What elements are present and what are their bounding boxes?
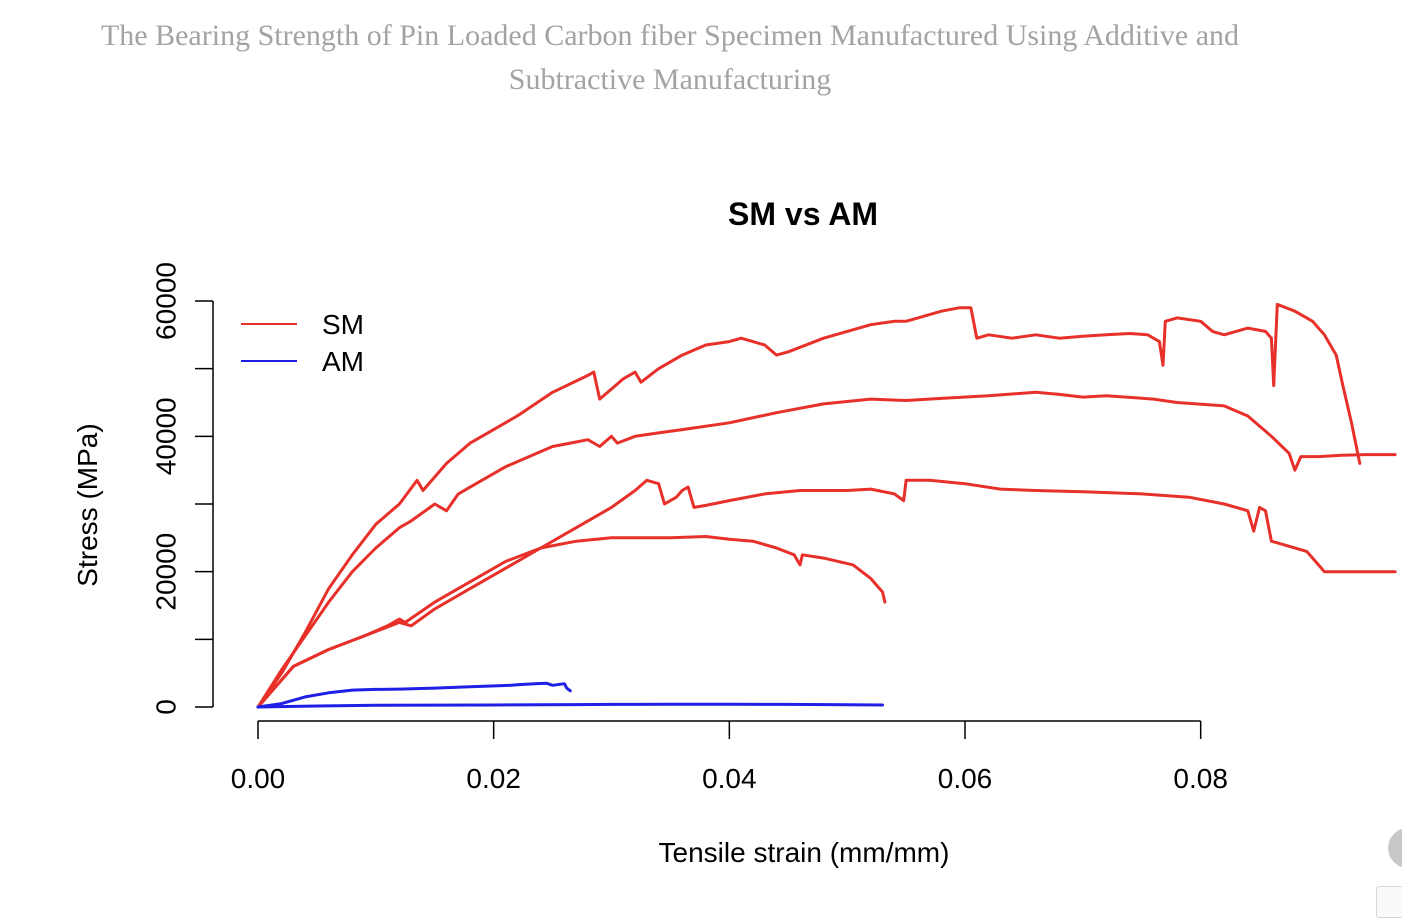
x-tick-label: 0.04	[702, 763, 757, 794]
x-tick-label: 0.08	[1173, 763, 1228, 794]
series-line-am-6	[256, 702, 884, 709]
x-tick-label: 0.00	[231, 763, 286, 794]
series-line-sm-3	[256, 478, 1397, 709]
y-tick-label: 40000	[150, 397, 181, 475]
legend-label-am: AM	[322, 346, 364, 377]
scroll-to-top-button[interactable]	[1388, 828, 1402, 868]
y-axis-label: Stress (MPa)	[72, 423, 103, 586]
series-line-sm-4	[256, 535, 887, 709]
series-layer	[256, 302, 1397, 709]
series-line-sm-2	[256, 390, 1397, 709]
page-title: The Bearing Strength of Pin Loaded Carbo…	[100, 19, 1240, 96]
x-axis: 0.00 0.02 0.04 0.06 0.08	[231, 720, 1228, 794]
y-tick-label: 0	[150, 699, 181, 715]
legend-label-sm: SM	[322, 309, 364, 340]
corner-panel	[1376, 886, 1402, 918]
series-line-am-5	[256, 681, 572, 709]
y-tick-label: 20000	[150, 533, 181, 611]
x-tick-label: 0.06	[938, 763, 993, 794]
x-tick-label: 0.02	[466, 763, 521, 794]
legend: SM AM	[241, 309, 364, 377]
series-line-sm-1	[256, 302, 1362, 709]
y-axis: 0 20000 40000 60000	[150, 262, 214, 715]
y-tick-label: 60000	[150, 262, 181, 340]
x-axis-label: Tensile strain (mm/mm)	[659, 837, 950, 868]
chart-title: SM vs AM	[728, 196, 878, 232]
